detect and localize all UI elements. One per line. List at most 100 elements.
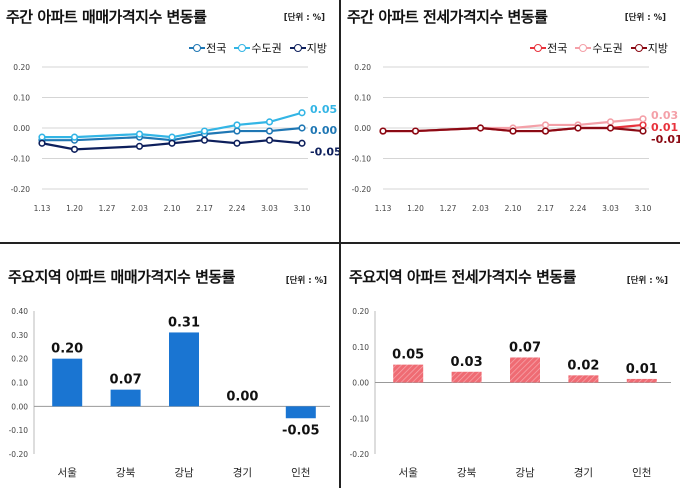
y-tick-label: 0.40 <box>11 307 28 316</box>
data-point <box>168 133 176 141</box>
legend-item: 전국 <box>189 40 226 56</box>
data-point <box>233 121 241 129</box>
x-tick-label: 2.03 <box>472 204 489 213</box>
data-point <box>38 133 46 141</box>
bar <box>568 375 599 383</box>
data-point <box>265 136 274 144</box>
category-label: 인천 <box>632 467 651 479</box>
series-line-전국 <box>42 126 303 142</box>
end-value-label: -0.05 <box>310 145 339 158</box>
data-point <box>541 121 550 129</box>
legend-label: 지방 <box>647 42 668 55</box>
bar-value-label: 0.02 <box>567 358 599 373</box>
regional-sale-index-panel: 주요지역 아파트 매매가격지수 변동률 [단위 : %] 0.40 0.30 0.2… <box>0 244 339 488</box>
data-point <box>135 130 144 138</box>
chart-legend: 전국 수도권 지방 <box>530 40 668 56</box>
series-line-수도권 <box>42 111 303 139</box>
panel-divider-vertical <box>339 0 341 488</box>
data-point <box>298 139 306 147</box>
bar-value-label: 0.31 <box>168 315 200 330</box>
bar-value-label: 0.01 <box>626 362 658 377</box>
data-point <box>639 127 647 135</box>
bar <box>626 378 657 383</box>
data-point <box>476 124 485 132</box>
data-point <box>135 142 144 150</box>
x-tick-label: 1.13 <box>375 204 392 213</box>
data-point <box>233 139 241 147</box>
legend-label: 전국 <box>547 42 568 55</box>
category-label: 경기 <box>233 466 252 479</box>
line-chart-sale: 0.20 0.10 0.00 -0.10 -0.20 1.13 1.20 1.27 2.03 2.… <box>11 63 339 213</box>
legend-item: 수도권 <box>575 40 623 56</box>
end-value-label: 0.05 <box>310 103 337 116</box>
y-tick-label: -0.10 <box>9 426 29 435</box>
x-tick-label: 1.20 <box>407 204 424 213</box>
data-point <box>574 124 582 132</box>
data-point <box>233 127 241 135</box>
x-tick-label: 1.13 <box>34 204 51 213</box>
data-point <box>168 139 176 147</box>
y-tick-label: -0.20 <box>11 185 31 194</box>
legend-label: 지방 <box>306 42 327 55</box>
bar <box>285 406 316 419</box>
legend-label: 전국 <box>206 42 227 55</box>
x-tick-label: 1.27 <box>99 204 116 213</box>
panel-title: 주요지역 아파트 매매가격지수 변동률 <box>8 268 235 286</box>
data-point <box>200 127 209 135</box>
x-tick-label: 2.24 <box>570 204 587 213</box>
y-tick-label: -0.10 <box>11 155 31 164</box>
unit-label: [단위 : %] <box>285 276 327 286</box>
bar <box>110 389 141 407</box>
legend-item: 지방 <box>630 40 668 56</box>
data-point <box>606 124 615 132</box>
legend-swatch <box>189 44 206 52</box>
end-value-label: -0.01 <box>651 133 680 146</box>
bar <box>393 364 424 383</box>
bar <box>169 332 199 407</box>
series-line-지방 <box>41 139 303 151</box>
y-tick-label: 0.30 <box>11 331 28 340</box>
legend-swatch <box>530 44 547 52</box>
y-tick-label: 0.00 <box>11 402 28 411</box>
x-tick-label: 1.27 <box>440 204 457 213</box>
y-tick-label: 0.10 <box>352 343 369 352</box>
data-point <box>70 145 79 153</box>
legend-swatch <box>630 44 647 52</box>
y-tick-label: -0.20 <box>352 185 372 194</box>
x-tick-label: 3.03 <box>602 204 619 213</box>
y-tick-label: 0.00 <box>354 124 371 133</box>
regional-jeonse-index-panel: 주요지역 아파트 전세가격지수 변동률 [단위 : %] 0.20 0.10 0.0… <box>341 244 680 488</box>
legend-item: 전국 <box>530 40 567 56</box>
panel-title: 주요지역 아파트 전세가격지수 변동률 <box>349 268 576 286</box>
legend-swatch <box>289 44 306 52</box>
data-point <box>606 118 615 126</box>
bar-value-label: -0.05 <box>282 423 319 438</box>
end-value-label: 0.03 <box>651 109 678 122</box>
x-tick-label: 3.10 <box>635 204 652 213</box>
bar-chart-sale: 0.40 0.30 0.20 0.10 0.00 -0.10 -0.20 0.20 서울 0.07… <box>9 307 330 479</box>
data-point <box>298 124 306 132</box>
legend-item: 수도권 <box>234 40 282 56</box>
end-value-label: 0.00 <box>310 124 337 137</box>
x-tick-label: 2.10 <box>164 204 181 213</box>
data-point <box>265 118 274 126</box>
x-tick-label: 1.20 <box>66 204 83 213</box>
category-label: 강남 <box>515 467 535 479</box>
data-point <box>541 127 550 135</box>
x-tick-label: 2.17 <box>537 204 554 213</box>
data-point <box>265 127 274 135</box>
data-point <box>70 133 79 141</box>
data-point <box>200 136 209 144</box>
data-point <box>411 127 420 135</box>
y-tick-label: 0.10 <box>13 94 30 103</box>
x-tick-label: 3.10 <box>294 204 311 213</box>
y-tick-label: 0.00 <box>13 124 30 133</box>
y-tick-label: 0.10 <box>354 94 371 103</box>
category-label: 서울 <box>399 467 419 479</box>
data-point <box>298 109 306 117</box>
data-point <box>639 121 647 129</box>
category-label: 강북 <box>116 467 136 479</box>
legend-swatch <box>575 44 592 52</box>
y-tick-label: 0.20 <box>354 63 371 72</box>
y-tick-label: -0.10 <box>352 155 372 164</box>
